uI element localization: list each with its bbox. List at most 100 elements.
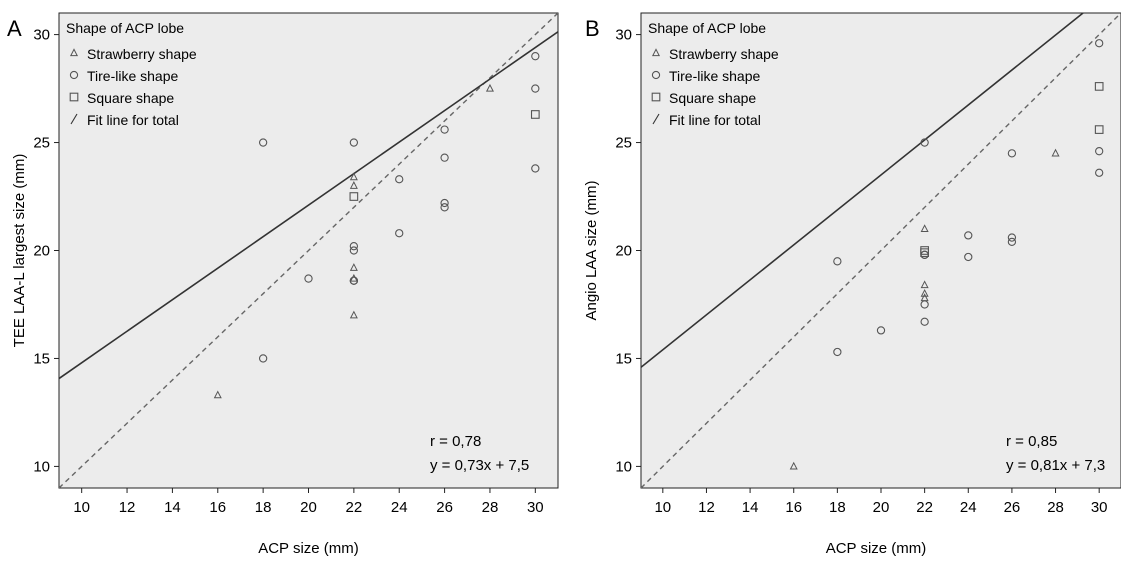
chart-panel-a: A 10 12 14 16 18 20 22 24 26 28 30 10 15 20 25 30 ACP siz… — [7, 12, 559, 557]
x-tick-label: 18 — [255, 499, 272, 516]
legend-symbol-circle — [69, 70, 79, 80]
x-tick-label: 12 — [119, 499, 136, 516]
legend-symbol-square — [69, 92, 79, 102]
x-tick-label: 28 — [1047, 499, 1064, 516]
x-tick-label: 16 — [209, 499, 226, 516]
data-point-triangle — [349, 263, 358, 271]
y-axis-label: TEE LAA-L largest size (mm) — [11, 154, 28, 348]
data-point-circle — [258, 354, 268, 363]
data-point-circle — [531, 52, 540, 61]
data-point-circle — [920, 300, 929, 309]
panel-label: A — [7, 16, 22, 41]
panel-label: B — [585, 16, 600, 41]
y-tick-label: 20 — [33, 243, 50, 260]
data-point-triangle — [920, 280, 929, 289]
legend-symbol-triangle — [651, 48, 661, 57]
y-tick-label: 10 — [33, 458, 50, 475]
data-point-circle — [876, 326, 886, 335]
y-axis-label: Angio LAA size (mm) — [583, 180, 600, 320]
legend-label: Square shape — [669, 90, 756, 106]
data-point-circle — [1007, 233, 1017, 242]
data-point-circle — [833, 257, 842, 266]
y-tick-label: 30 — [33, 27, 50, 44]
x-tick-label: 26 — [436, 499, 453, 516]
x-tick-label: 12 — [698, 499, 715, 516]
data-point-circle — [395, 229, 404, 238]
x-tick-label: 14 — [742, 499, 759, 516]
annotation-r: r = 0,78 — [430, 433, 481, 450]
identity-line — [59, 13, 558, 488]
data-point-circle — [1007, 149, 1017, 158]
annotation-equation: y = 0,73x + 7,5 — [430, 457, 529, 474]
data-point-triangle — [1051, 148, 1060, 157]
legend-title: Shape of ACP lobe — [66, 20, 184, 36]
legend-label: Tire-like shape — [669, 68, 761, 84]
data-point-triangle — [349, 172, 358, 181]
data-point-circle — [964, 231, 973, 240]
data-point-circle — [440, 198, 449, 208]
data-point-triangle — [349, 273, 358, 282]
legend-label: Tire-like shape — [87, 68, 179, 84]
x-tick-label: 10 — [73, 499, 90, 516]
x-tick-label: 24 — [391, 499, 408, 516]
legend-line-symbol — [70, 113, 78, 125]
chart-panel-b: B 10 12 14 16 18 20 22 24 26 28 30 10 15 20 25 30 ACP siz… — [583, 12, 1121, 557]
fit-line — [641, 13, 1085, 368]
data-point-circle — [1007, 237, 1017, 247]
data-point-triangle — [349, 181, 358, 189]
data-point-circle — [920, 317, 929, 326]
x-tick-label: 18 — [829, 499, 846, 516]
data-point-triangle — [789, 461, 798, 470]
data-point-circle — [395, 175, 404, 184]
x-tick-label: 22 — [346, 499, 363, 516]
legend-label: Fit line for total — [87, 112, 179, 128]
legend-title: Shape of ACP lobe — [648, 20, 766, 36]
x-tick-label: 14 — [164, 499, 181, 516]
data-point-triangle — [920, 224, 929, 233]
legend: Shape of ACP lobe Strawberry shape Tire-li… — [648, 20, 779, 128]
fit-line — [59, 31, 558, 380]
data-point-triangle — [485, 83, 494, 92]
x-tick-label: 10 — [654, 499, 671, 516]
data-point-circle — [258, 138, 268, 147]
data-point-circle — [531, 84, 540, 93]
data-point-square — [1094, 125, 1104, 134]
y-tick-label: 30 — [615, 27, 632, 44]
x-tick-label: 20 — [873, 499, 890, 516]
y-tick-label: 20 — [615, 243, 632, 260]
y-tick-label: 15 — [615, 350, 632, 367]
x-tick-label: 22 — [916, 499, 933, 516]
legend-label: Strawberry shape — [669, 46, 779, 62]
data-point-circle — [920, 138, 929, 147]
data-point-circle — [440, 125, 449, 134]
data-point-circle — [964, 252, 973, 262]
x-tick-label: 30 — [1091, 499, 1108, 516]
data-point-triangle — [920, 288, 929, 297]
y-tick-label: 25 — [33, 135, 50, 152]
plot-marks — [641, 13, 1121, 488]
data-point-circle — [349, 276, 359, 285]
legend-symbol-triangle — [69, 48, 79, 57]
data-point-circle — [440, 203, 449, 212]
data-point-circle — [531, 164, 540, 173]
y-tick-label: 25 — [615, 135, 632, 152]
data-point-circle — [1095, 147, 1104, 156]
annotation-r: r = 0,85 — [1006, 433, 1057, 450]
x-axis-label: ACP size (mm) — [826, 540, 927, 557]
data-point-circle — [1095, 39, 1104, 48]
data-point-square — [920, 248, 929, 258]
x-tick-label: 16 — [785, 499, 802, 516]
identity-line — [641, 13, 1121, 488]
legend-symbol-square — [651, 92, 661, 102]
x-tick-label: 30 — [527, 499, 544, 516]
annotation-equation: y = 0,81x + 7,3 — [1006, 457, 1105, 474]
data-point-circle — [833, 347, 842, 357]
legend-label: Square shape — [87, 90, 174, 106]
data-point-circle — [349, 246, 359, 255]
legend-label: Strawberry shape — [87, 46, 197, 62]
x-axis-label: ACP size (mm) — [258, 540, 359, 557]
data-point-triangle — [213, 390, 222, 399]
x-tick-label: 28 — [482, 499, 499, 516]
plot-marks — [59, 13, 558, 488]
legend-label: Fit line for total — [669, 112, 761, 128]
